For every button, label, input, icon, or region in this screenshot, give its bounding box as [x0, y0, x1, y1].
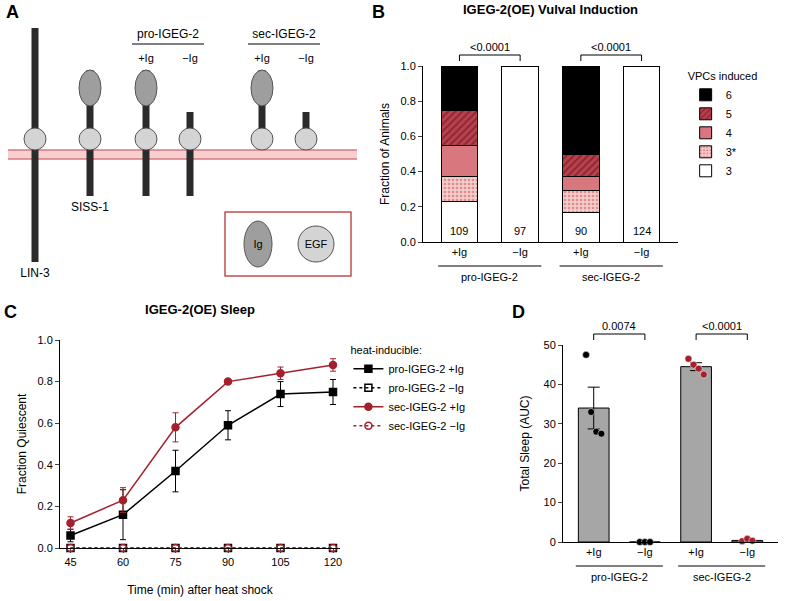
- svg-text:20: 20: [544, 457, 556, 469]
- svg-text:0: 0: [550, 536, 556, 548]
- svg-text:−Ig: −Ig: [634, 246, 650, 258]
- svg-text:0.8: 0.8: [401, 95, 416, 107]
- html-text:C: C: [4, 302, 17, 322]
- svg-text:0.6: 0.6: [401, 130, 416, 142]
- svg-text:0.0: 0.0: [401, 236, 416, 248]
- html-text:B: B: [372, 2, 385, 22]
- svg-text:Fraction Quiescent: Fraction Quiescent: [15, 393, 29, 494]
- svg-text:pro-IGEG-2: pro-IGEG-2: [591, 571, 648, 583]
- svg-text:pro-IGEG-2 +Ig: pro-IGEG-2 +Ig: [388, 363, 464, 375]
- svg-text:pro-IGEG-2 −Ig: pro-IGEG-2 −Ig: [388, 382, 464, 394]
- svg-text:4: 4: [726, 127, 732, 139]
- svg-text:sec-IGEG-2 +Ig: sec-IGEG-2 +Ig: [388, 401, 465, 413]
- svg-text:0.2: 0.2: [401, 201, 416, 213]
- svg-text:40: 40: [544, 378, 556, 390]
- svg-text:75: 75: [169, 556, 181, 568]
- svg-text:<0.0001: <0.0001: [702, 320, 742, 332]
- svg-text:3*: 3*: [726, 146, 737, 158]
- svg-text:0.4: 0.4: [38, 459, 53, 471]
- svg-text:0.0: 0.0: [38, 542, 53, 554]
- svg-text:60: 60: [117, 556, 129, 568]
- svg-text:0.8: 0.8: [38, 375, 53, 387]
- svg-text:−Ig: −Ig: [182, 52, 198, 64]
- svg-text:−Ig: −Ig: [512, 246, 528, 258]
- svg-text:124: 124: [633, 225, 651, 237]
- svg-text:sec-IGEG-2 −Ig: sec-IGEG-2 −Ig: [388, 420, 465, 432]
- svg-text:1.0: 1.0: [38, 334, 53, 346]
- svg-text:EGF: EGF: [305, 238, 328, 250]
- svg-text:pro-IGEG-2: pro-IGEG-2: [461, 271, 518, 283]
- svg-text:Fraction of Animals: Fraction of Animals: [378, 103, 392, 205]
- svg-text:1.0: 1.0: [401, 60, 416, 72]
- svg-text:6: 6: [726, 89, 732, 101]
- svg-text:sec-IGEG-2: sec-IGEG-2: [582, 271, 640, 283]
- svg-text:+Ig: +Ig: [586, 546, 602, 558]
- svg-text:Total Sleep (AUC): Total Sleep (AUC): [518, 395, 532, 491]
- svg-text:5: 5: [726, 108, 732, 120]
- svg-text:90: 90: [575, 225, 587, 237]
- svg-text:<0.0001: <0.0001: [470, 41, 510, 53]
- svg-text:−Ig: −Ig: [298, 52, 314, 64]
- svg-text:0.4: 0.4: [401, 165, 416, 177]
- svg-text:−Ig: −Ig: [739, 546, 755, 558]
- svg-text:+Ig: +Ig: [573, 246, 589, 258]
- svg-text:Time (min) after heat shock: Time (min) after heat shock: [127, 583, 274, 597]
- svg-text:+Ig: +Ig: [688, 546, 704, 558]
- svg-text:109: 109: [450, 225, 468, 237]
- svg-text:sec-IGEG-2: sec-IGEG-2: [252, 27, 316, 41]
- svg-text:Ig: Ig: [253, 238, 262, 250]
- svg-text:<0.0001: <0.0001: [591, 41, 631, 53]
- svg-text:0.6: 0.6: [38, 417, 53, 429]
- svg-text:120: 120: [324, 556, 342, 568]
- svg-text:+Ig: +Ig: [452, 246, 468, 258]
- svg-text:+Ig: +Ig: [138, 52, 154, 64]
- svg-text:3: 3: [726, 165, 732, 177]
- svg-text:pro-IGEG-2: pro-IGEG-2: [137, 27, 199, 41]
- svg-text:97: 97: [514, 225, 526, 237]
- svg-text:10: 10: [544, 496, 556, 508]
- html-text:D: D: [512, 302, 525, 322]
- svg-text:105: 105: [271, 556, 289, 568]
- svg-text:0.2: 0.2: [38, 500, 53, 512]
- svg-text:LIN-3: LIN-3: [20, 266, 50, 280]
- html-text:A: A: [6, 2, 19, 22]
- svg-text:0.0074: 0.0074: [602, 320, 636, 332]
- svg-text:90: 90: [222, 556, 234, 568]
- svg-text:+Ig: +Ig: [254, 52, 270, 64]
- svg-text:heat-inducible:: heat-inducible:: [350, 344, 422, 356]
- svg-text:VPCs induced: VPCs induced: [688, 70, 758, 82]
- svg-text:45: 45: [64, 556, 76, 568]
- svg-text:30: 30: [544, 418, 556, 430]
- svg-text:−Ig: −Ig: [637, 546, 653, 558]
- svg-text:IGEG-2(OE) Vulval Induction: IGEG-2(OE) Vulval Induction: [463, 2, 638, 17]
- svg-text:IGEG-2(OE) Sleep: IGEG-2(OE) Sleep: [145, 302, 255, 317]
- svg-text:sec-IGEG-2: sec-IGEG-2: [693, 571, 751, 583]
- svg-text:50: 50: [544, 339, 556, 351]
- svg-text:SISS-1: SISS-1: [71, 200, 109, 214]
